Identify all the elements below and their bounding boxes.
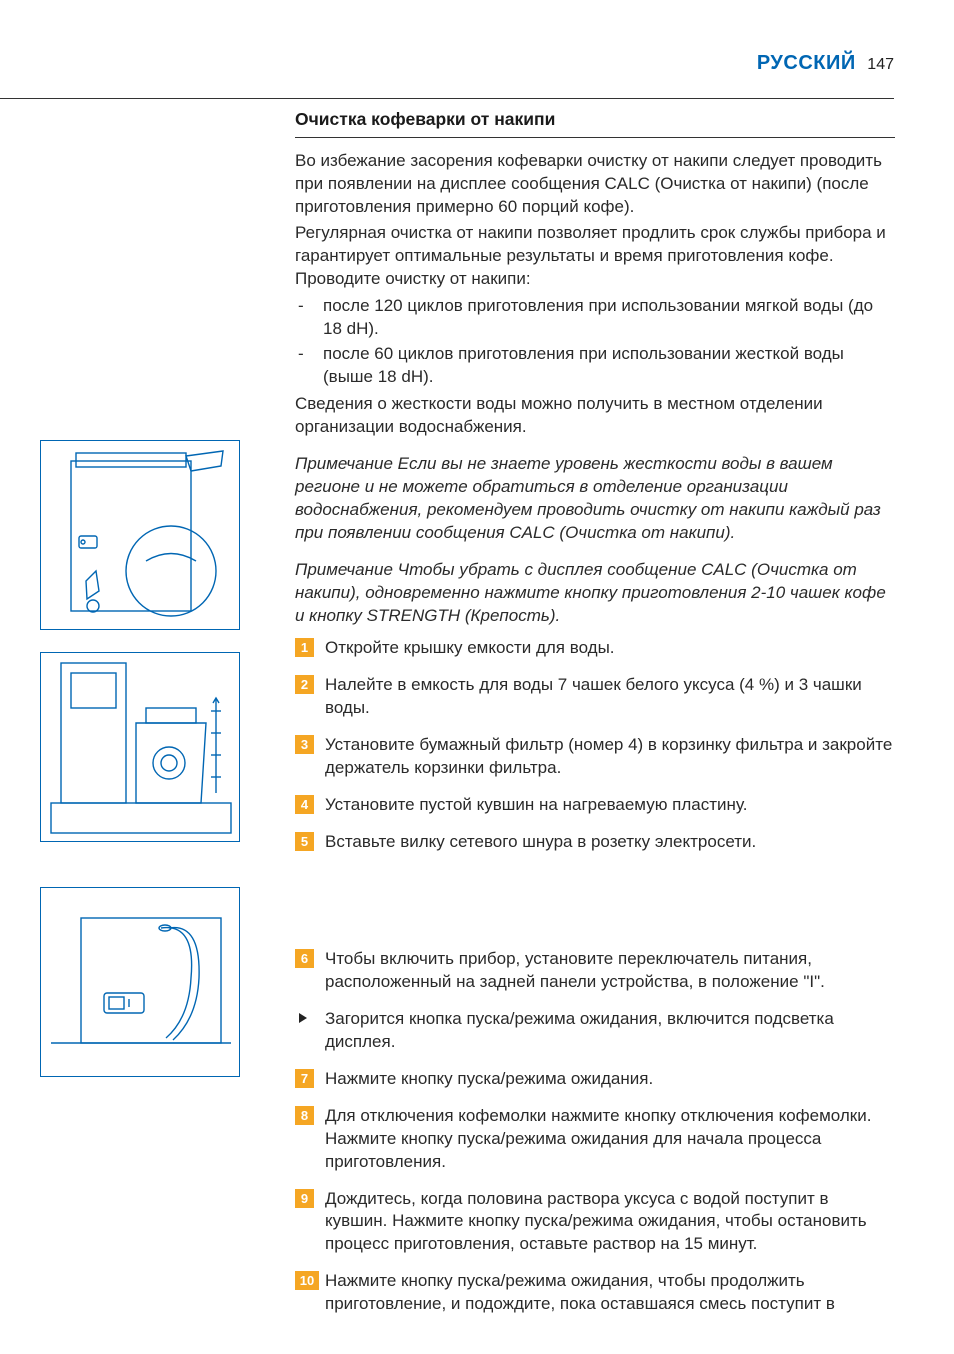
page-number: 147 (867, 56, 894, 73)
intro-bullets: после 120 циклов приготовления при испол… (295, 295, 895, 389)
step-item: 9 Дождитесь, когда половина раствора уксу… (295, 1188, 895, 1257)
note-1: Примечание Если вы не знаете уровень жес… (295, 453, 895, 545)
illustration-power-switch (40, 887, 240, 1077)
step-item: 6 Чтобы включить прибор, установите перек… (295, 948, 895, 994)
page-header: РУССКИЙ 147 (757, 50, 894, 77)
note-2: Примечание Чтобы убрать с дисплея сообще… (295, 559, 895, 628)
steps-list-b: 6 Чтобы включить прибор, установите перек… (295, 948, 895, 994)
intro-p3: Сведения о жесткости воды можно получить… (295, 393, 895, 439)
illustration-sidebar (40, 440, 240, 1099)
intro-p1: Во избежание засорения кофеварки очистку… (295, 150, 895, 219)
step-number-badge: 3 (295, 735, 314, 754)
step-item: 8 Для отключения кофемолки нажмите кнопку… (295, 1105, 895, 1174)
step-item: 5 Вставьте вилку сетевого шнура в розетку… (295, 831, 895, 854)
step-text: Чтобы включить прибор, установите перекл… (325, 949, 825, 991)
step-item: 2 Налейте в емкость для воды 7 чашек бело… (295, 674, 895, 720)
step-item: 7 Нажмите кнопку пуска/режима ожидания. (295, 1068, 895, 1091)
step-text: Установите пустой кувшин на нагреваемую … (325, 795, 747, 814)
section-rule (295, 137, 895, 138)
step-number-badge: 6 (295, 949, 314, 968)
bullet-item: после 60 циклов приготовления при исполь… (295, 343, 895, 389)
step-number-badge: 8 (295, 1106, 314, 1125)
illustration-open-lid (40, 440, 240, 630)
step-item: 3 Установите бумажный фильтр (номер 4) в … (295, 734, 895, 780)
step-text: Установите бумажный фильтр (номер 4) в к… (325, 735, 892, 777)
step-text: Откройте крышку емкости для воды. (325, 638, 615, 657)
header-rule (0, 98, 894, 99)
steps-list-c: 7 Нажмите кнопку пуска/режима ожидания. 8… (295, 1068, 895, 1316)
step-number-badge: 2 (295, 675, 314, 694)
step-text: Налейте в емкость для воды 7 чашек белог… (325, 675, 862, 717)
section-heading: Очистка кофеварки от накипи (295, 108, 895, 132)
step-number-badge: 1 (295, 638, 314, 657)
step-number-badge: 5 (295, 832, 314, 851)
step-note: Загорится кнопка пуска/режима ожидания, … (295, 1008, 895, 1054)
language-label: РУССКИЙ (757, 52, 856, 74)
step-text: Дождитесь, когда половина раствора уксус… (325, 1189, 867, 1254)
step-note-text: Загорится кнопка пуска/режима ожидания, … (325, 1009, 834, 1051)
step-text: Для отключения кофемолки нажмите кнопку … (325, 1106, 871, 1171)
step-number-badge: 10 (295, 1271, 319, 1290)
step-text: Нажмите кнопку пуска/режима ожидания, чт… (325, 1271, 835, 1313)
bullet-item: после 120 циклов приготовления при испол… (295, 295, 895, 341)
step-number-badge: 9 (295, 1189, 314, 1208)
intro-p2: Регулярная очистка от накипи позволяет п… (295, 222, 895, 291)
step-item: 10 Нажмите кнопку пуска/режима ожидания, … (295, 1270, 895, 1316)
steps-list-a: 1 Откройте крышку емкости для воды. 2 Нале… (295, 637, 895, 854)
step-gap (295, 868, 895, 938)
step-item: 4 Установите пустой кувшин на нагреваемую… (295, 794, 895, 817)
illustration-place-jug (40, 652, 240, 842)
step-number-badge: 4 (295, 795, 314, 814)
step-text: Вставьте вилку сетевого шнура в розетку … (325, 832, 756, 851)
main-column: Очистка кофеварки от накипи Во избежание… (295, 108, 895, 1330)
step-text: Нажмите кнопку пуска/режима ожидания. (325, 1069, 653, 1088)
step-number-badge: 7 (295, 1069, 314, 1088)
step-item: 1 Откройте крышку емкости для воды. (295, 637, 895, 660)
